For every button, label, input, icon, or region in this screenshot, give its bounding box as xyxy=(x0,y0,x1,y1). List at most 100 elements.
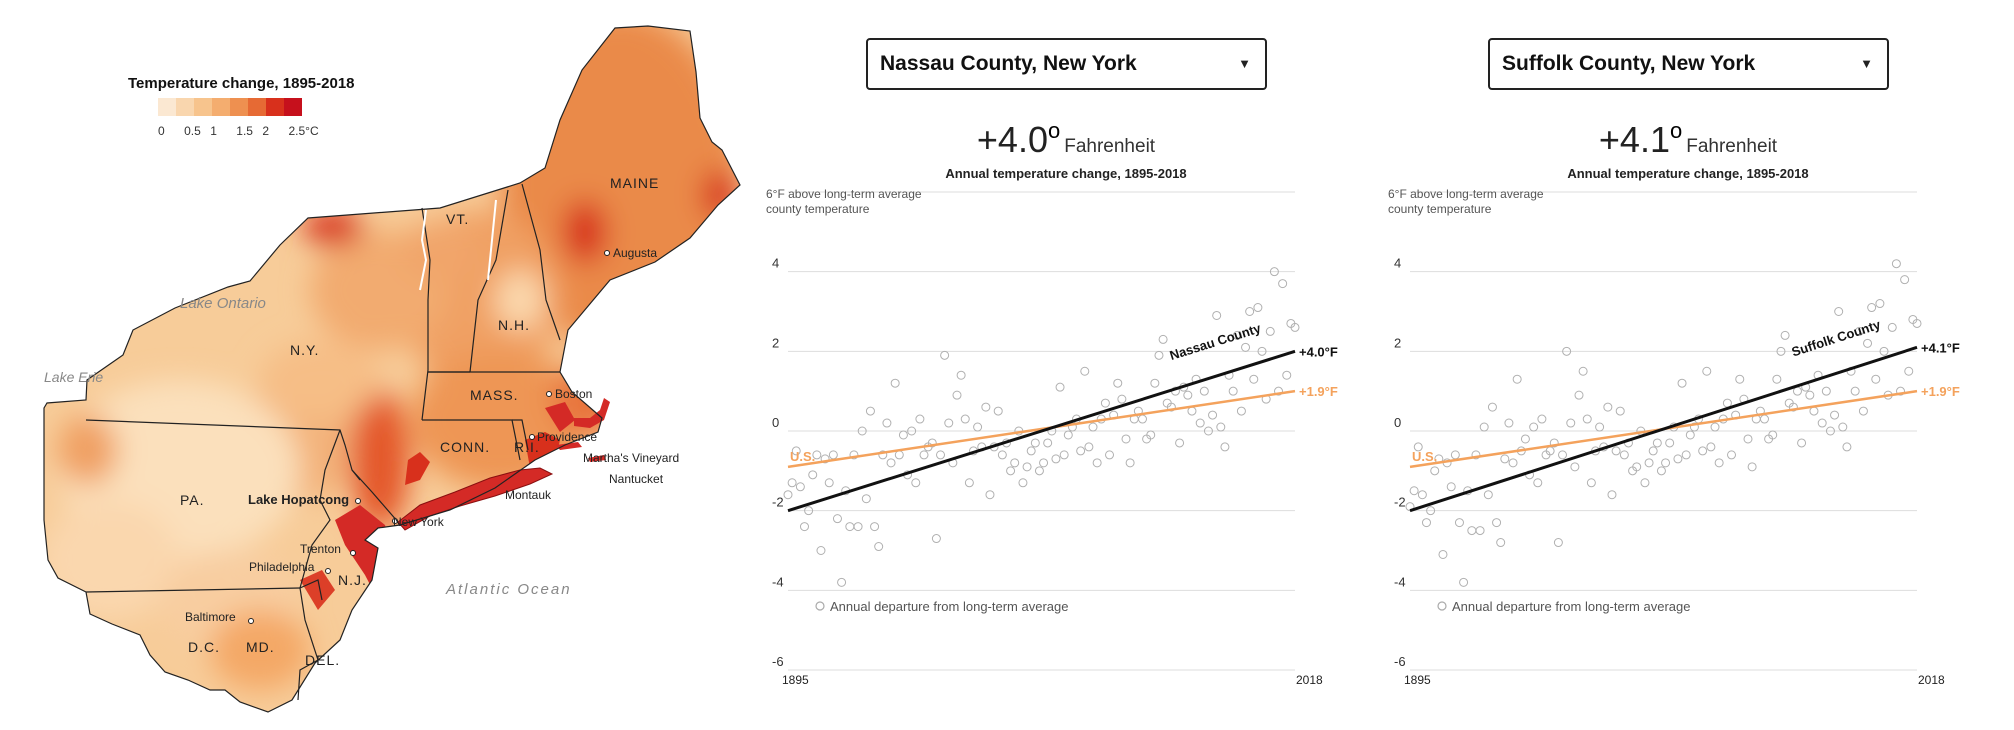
data-point xyxy=(985,490,995,500)
data-point xyxy=(1051,454,1061,464)
data-point xyxy=(870,522,880,532)
chart-1-y-ticks: 4 2 0 -2 -4 -6 xyxy=(772,256,784,669)
chart-1-ytick-m6: -6 xyxy=(772,654,784,669)
data-point xyxy=(1549,438,1559,448)
state-borders xyxy=(43,25,741,713)
data-point xyxy=(1586,478,1596,488)
chart-2-xtick-start: 1895 xyxy=(1404,673,1431,687)
data-point xyxy=(1084,442,1094,452)
data-point xyxy=(1644,458,1654,468)
chart-2-xtick-end: 2018 xyxy=(1918,673,1945,687)
chart-1-ytick-4: 4 xyxy=(772,256,779,271)
city-label-new-york: New York xyxy=(393,515,445,529)
chart-1-legend-label: Annual departure from long-term average xyxy=(830,599,1068,614)
data-point xyxy=(1241,342,1251,352)
data-point xyxy=(1850,386,1860,396)
chart-2-axis-note-2: county temperature xyxy=(1388,202,1492,216)
legend-tick-5: 2.5°C xyxy=(289,124,319,138)
data-point xyxy=(1879,346,1889,356)
legend-swatch-7 xyxy=(284,98,302,116)
data-point xyxy=(849,450,859,460)
chart-1-us-end-label: +1.9°F xyxy=(1299,384,1338,399)
data-point xyxy=(1409,486,1419,496)
data-point xyxy=(1146,430,1156,440)
data-point xyxy=(1912,318,1922,328)
data-point xyxy=(1558,450,1568,460)
data-point xyxy=(1858,406,1868,416)
chevron-down-icon: ▼ xyxy=(1238,56,1251,71)
county-select-2[interactable]: Suffolk County, New York ▼ xyxy=(1488,38,1889,90)
data-point xyxy=(898,430,908,440)
data-point xyxy=(1483,490,1493,500)
data-point xyxy=(1652,438,1662,448)
data-point xyxy=(1187,406,1197,416)
data-point xyxy=(1010,458,1020,468)
water-label-group: Lake Ontario Lake Erie Atlantic Ocean xyxy=(44,295,570,598)
chart-1-xtick-start: 1895 xyxy=(782,673,809,687)
data-point xyxy=(1772,374,1782,384)
chart-2-ytick-4: 4 xyxy=(1394,256,1401,271)
data-point xyxy=(1714,458,1724,468)
county-select-1[interactable]: Nassau County, New York ▼ xyxy=(866,38,1267,90)
chart-2-legend-label: Annual departure from long-term average xyxy=(1452,599,1690,614)
data-point xyxy=(1520,434,1530,444)
water-label-lake-ontario: Lake Ontario xyxy=(180,295,266,312)
data-point xyxy=(1245,307,1255,316)
chart-2-county-label: Suffolk County xyxy=(1790,317,1883,360)
data-point xyxy=(1438,549,1448,559)
chart-1-axis-note-1: 6°F above long-term average xyxy=(766,187,922,201)
city-label-augusta: Augusta xyxy=(613,246,657,260)
data-point xyxy=(1805,390,1815,400)
data-point xyxy=(1195,418,1205,428)
data-point xyxy=(1797,438,1807,448)
headline-1-unit: Fahrenheit xyxy=(1064,136,1156,157)
headline-2: +4.1oFahrenheit xyxy=(1408,118,1968,161)
city-label-group: Augusta Boston Providence Martha's Viney… xyxy=(185,246,679,624)
map-legend-ticks: 0 0.5 1 1.5 2 2.5°C xyxy=(158,124,319,138)
headline-1: +4.0oFahrenheit xyxy=(786,118,1346,161)
state-label-conn: CONN. xyxy=(440,439,490,455)
data-point xyxy=(1747,462,1757,472)
chart-2-grid xyxy=(1410,191,1917,671)
data-point xyxy=(1809,406,1819,416)
chart-1-xtick-end: 2018 xyxy=(1296,673,1323,687)
data-point xyxy=(1232,330,1242,340)
data-point xyxy=(911,478,921,488)
data-point xyxy=(1166,402,1176,412)
temperature-map: Temperature change, 1895-2018 0 0.5 1 1.5 2 2… xyxy=(43,25,741,713)
data-point xyxy=(1022,462,1032,472)
city-label-providence: Providence xyxy=(537,430,597,444)
data-point xyxy=(927,438,937,448)
data-point xyxy=(1121,434,1131,444)
chart-1-points xyxy=(783,267,1300,587)
city-label-trenton: Trenton xyxy=(300,542,341,556)
data-point xyxy=(894,450,904,460)
legend-swatch-3 xyxy=(212,98,230,116)
data-point xyxy=(1562,346,1572,356)
legend-swatch-5 xyxy=(248,98,266,116)
data-point xyxy=(874,542,884,552)
chart-2-ytick-0: 0 xyxy=(1394,415,1401,430)
data-point xyxy=(940,350,950,360)
data-point xyxy=(1080,366,1090,376)
data-point xyxy=(1710,422,1720,432)
state-label-nh: N.H. xyxy=(498,317,530,333)
data-point xyxy=(1896,386,1906,396)
chart-1-ytick-m4: -4 xyxy=(772,574,784,589)
chevron-down-icon: ▼ xyxy=(1860,56,1873,71)
data-point xyxy=(1529,422,1539,432)
data-point xyxy=(1158,334,1168,344)
state-label-ri: R.I. xyxy=(514,439,540,455)
data-point xyxy=(1055,382,1065,392)
data-point xyxy=(944,418,954,428)
data-point xyxy=(952,390,962,400)
city-label-boston: Boston xyxy=(555,387,592,401)
city-label-lake-hopatcong: Lake Hopatcong xyxy=(248,492,349,507)
data-point xyxy=(1220,442,1230,452)
chart-2-subtitle: Annual temperature change, 1895-2018 xyxy=(1567,166,1809,181)
chart-nassau: 6°F above long-term average county tempe… xyxy=(766,187,1338,687)
legend-swatch-0 xyxy=(158,98,176,116)
data-point xyxy=(1537,414,1547,424)
data-point xyxy=(1504,418,1514,428)
map-legend-title: Temperature change, 1895-2018 xyxy=(128,75,355,92)
